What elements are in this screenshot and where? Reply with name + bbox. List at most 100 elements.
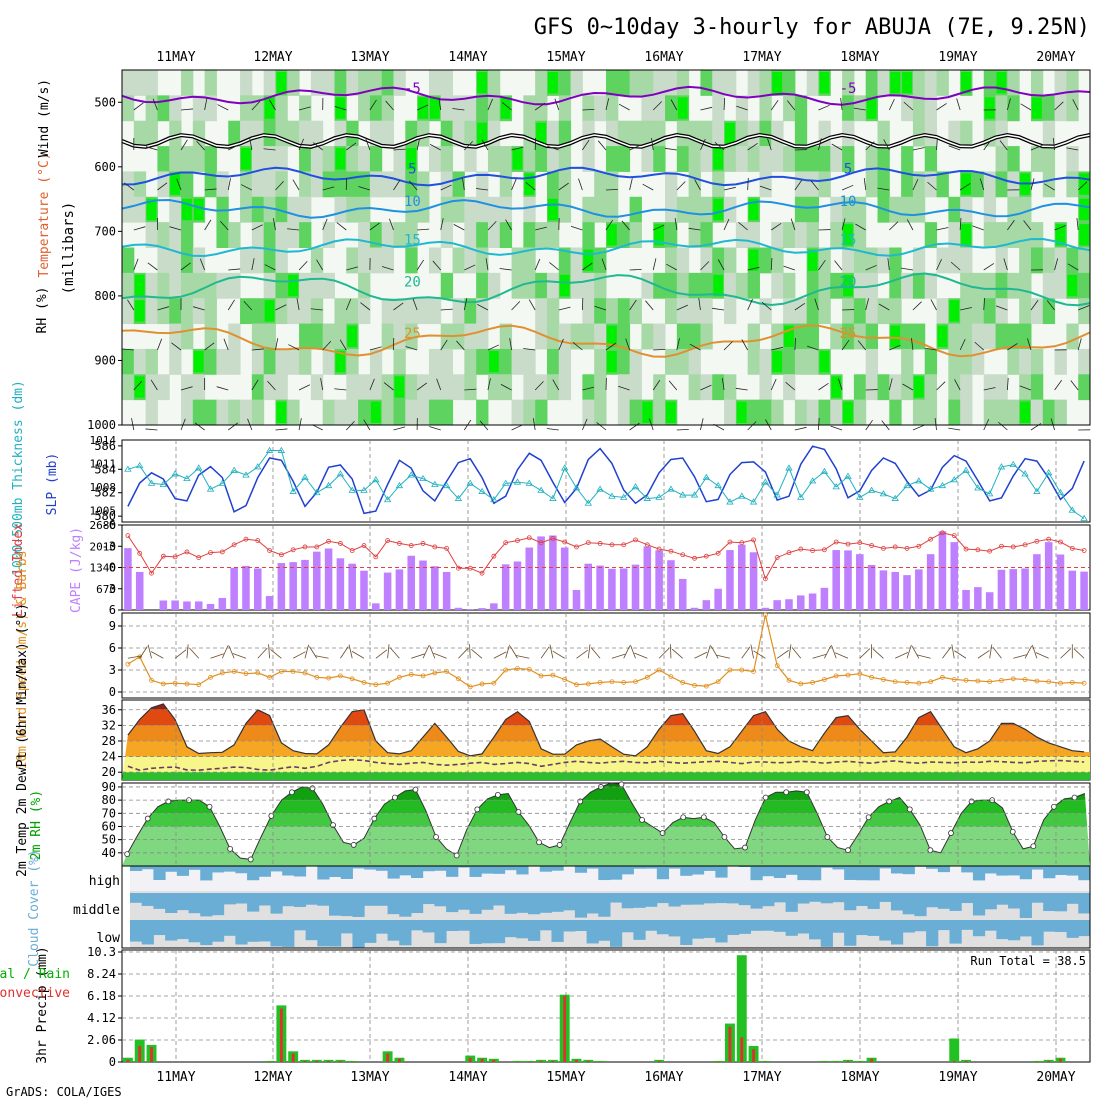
- rh-cell-high: [418, 97, 428, 119]
- rh-cell-high: [819, 350, 830, 373]
- rh-cell: [853, 298, 867, 325]
- rh-cell: [1066, 247, 1079, 274]
- rh-cell-high: [736, 401, 747, 423]
- rh-cell: [181, 298, 194, 325]
- cape-bar: [797, 595, 805, 610]
- cloud-cell: [258, 866, 271, 877]
- precip-conv-bar: [716, 1061, 720, 1062]
- rh-cell: [381, 70, 395, 96]
- isotherm-label: 10: [840, 194, 857, 210]
- isotherm-label: 25: [404, 326, 421, 342]
- rh-cell: [806, 70, 819, 96]
- thickness-point: [159, 480, 168, 487]
- rh-cell: [724, 146, 737, 172]
- cloud-cell: [317, 866, 330, 880]
- isotherm-label: 20: [840, 274, 857, 290]
- wind-barb: [369, 222, 380, 231]
- rh-cell: [794, 222, 808, 248]
- rh-cell: [783, 70, 796, 96]
- thickness-point: [903, 481, 911, 489]
- wind-barb: [642, 183, 654, 191]
- wind-barb: [558, 338, 564, 351]
- rh-cell: [417, 399, 430, 426]
- precip-conv-bar: [338, 1060, 342, 1062]
- rh-cell: [476, 196, 489, 223]
- rh-cell: [1030, 247, 1044, 274]
- rh-cell: [428, 70, 442, 96]
- rh-cell: [629, 298, 642, 325]
- surface-wind-barb: [127, 655, 142, 659]
- rh-cell: [688, 222, 701, 248]
- cloud-cell: [1043, 920, 1056, 932]
- rh-cell: [122, 95, 135, 122]
- freezing-line-inner: [121, 134, 1091, 148]
- cloud-cell: [270, 893, 283, 914]
- rh-cell: [606, 95, 619, 122]
- rh-band: [122, 786, 1090, 801]
- rh-cell-high: [961, 173, 971, 195]
- wind-barb: [131, 418, 135, 431]
- wind-barb: [911, 338, 914, 351]
- surface-wind-barb: [147, 644, 152, 659]
- wind-speed-point: [349, 676, 355, 682]
- cape-bar: [277, 563, 286, 610]
- rh-cell: [240, 70, 253, 96]
- thickness-point: [1068, 506, 1076, 513]
- cloud-cell: [668, 893, 681, 907]
- wind-barb: [462, 178, 465, 191]
- cloud-cell: [481, 893, 494, 910]
- wind-speed-point: [644, 674, 650, 680]
- rh-cell-high: [984, 97, 995, 119]
- rh-cell: [948, 348, 961, 375]
- rh-cell: [523, 272, 536, 299]
- cloud-cell: [329, 893, 342, 916]
- rh-cell: [700, 146, 713, 172]
- rh-cell: [983, 196, 997, 223]
- precip-conv-bar: [480, 1058, 484, 1062]
- wind-speed-point: [963, 677, 969, 683]
- cloud-cell: [574, 866, 588, 873]
- y-tick-label: 32: [102, 718, 116, 732]
- rh-cell: [181, 171, 194, 198]
- rh-cell: [216, 399, 229, 426]
- cape-bar: [360, 570, 368, 610]
- cape-tick-label: 670: [96, 583, 116, 596]
- rh-cell: [912, 323, 926, 350]
- precip-conv-bar: [1035, 1061, 1039, 1062]
- wind-barb: [535, 226, 547, 231]
- cloud-cell: [223, 920, 236, 936]
- surface-wind-barb: [831, 644, 837, 659]
- rh-point: [350, 842, 357, 848]
- rh-cell: [452, 196, 465, 223]
- thickness-point: [454, 494, 463, 501]
- wind-speed-point: [479, 681, 485, 687]
- li-point: [892, 544, 898, 550]
- rh-cell: [440, 272, 454, 299]
- rh-cell: [251, 348, 265, 375]
- cloud-level-label: high: [89, 874, 120, 889]
- wind-barb: [1030, 178, 1035, 191]
- rh-cell: [133, 70, 147, 96]
- cloud-cell: [422, 866, 435, 872]
- cape-bar: [242, 565, 250, 610]
- rh-cell: [487, 70, 501, 96]
- rh-cell: [818, 247, 831, 274]
- wind-barb: [464, 141, 473, 151]
- rh-cell: [122, 196, 135, 223]
- rh-cell-high: [335, 350, 346, 373]
- rh-cell: [794, 298, 808, 325]
- li-point: [987, 548, 993, 554]
- rh-cell: [747, 70, 760, 96]
- cloud-cell: [785, 920, 798, 936]
- rh-cell: [181, 70, 194, 96]
- rh-cell: [1007, 171, 1020, 198]
- wind-speed-point: [715, 679, 721, 685]
- rh-cell: [700, 247, 713, 274]
- cloud-cell: [574, 920, 588, 932]
- cloud-cell: [539, 893, 552, 913]
- wind-barb: [157, 338, 163, 351]
- rh-cell: [523, 374, 536, 401]
- cloud-cell: [422, 893, 435, 905]
- surface-wind-barb: [314, 655, 329, 659]
